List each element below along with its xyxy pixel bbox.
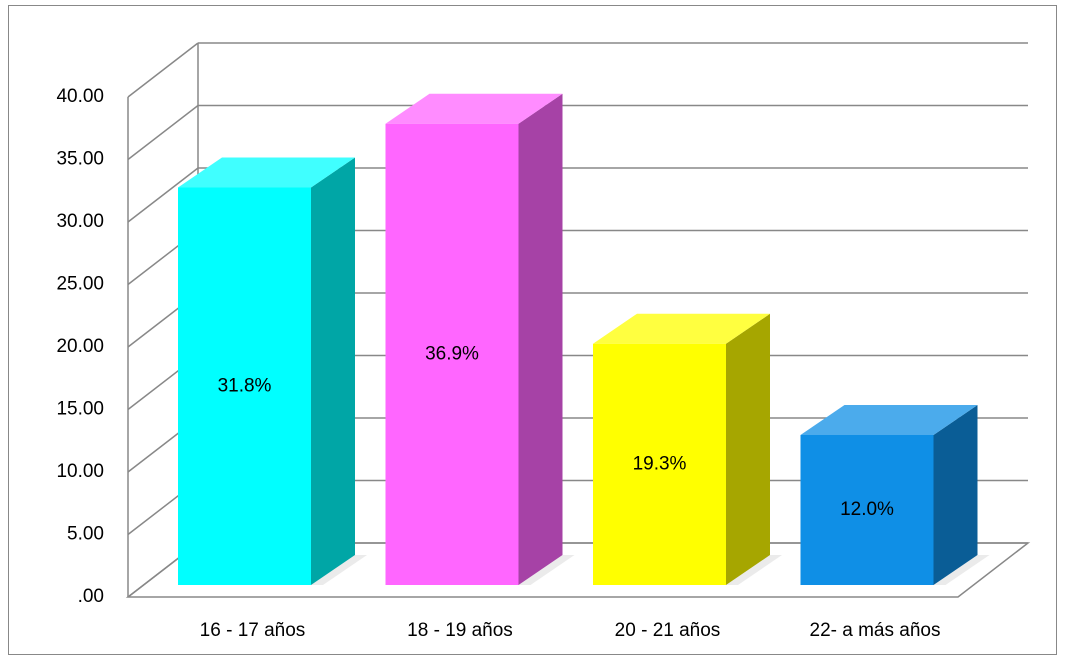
y-tick-label: 30.00 <box>56 211 104 232</box>
bar-side <box>311 157 355 585</box>
bar-side <box>726 313 770 585</box>
bar-top <box>178 157 355 188</box>
side-grid-line <box>127 42 199 98</box>
y-tick-label: 25.00 <box>56 274 104 295</box>
bar-shadow <box>518 555 575 585</box>
x-tick-label: 22- a más años <box>810 620 941 641</box>
bar-shadow <box>933 555 990 585</box>
value-label: 19.3% <box>633 453 687 474</box>
bar-side <box>933 405 978 585</box>
y-tick-label: 10.00 <box>56 461 104 482</box>
bar-top <box>385 93 563 124</box>
y-tick-label: .00 <box>78 586 104 607</box>
bar <box>800 435 934 585</box>
y-tick-label: 35.00 <box>56 149 104 170</box>
side-grid-line <box>127 167 199 223</box>
bar-shadow <box>311 555 367 585</box>
x-tick-label: 20 - 21 años <box>615 620 721 641</box>
side-grid-line <box>127 104 199 161</box>
bar-side <box>518 93 563 585</box>
bar-top <box>800 405 978 435</box>
y-tick-label: 40.00 <box>56 86 104 107</box>
x-tick-label: 16 - 17 años <box>200 620 306 641</box>
value-label: 36.9% <box>425 343 479 364</box>
x-tick-label: 18 - 19 años <box>407 620 513 641</box>
bar <box>385 123 519 585</box>
y-tick-label: 20.00 <box>56 336 104 357</box>
bar-top <box>593 313 770 344</box>
value-label: 31.8% <box>218 375 272 396</box>
bar <box>178 187 311 585</box>
bar-shadow <box>726 555 782 585</box>
y-tick-label: 15.00 <box>56 399 104 420</box>
bar <box>593 343 726 585</box>
value-label: 12.0% <box>840 499 894 520</box>
y-tick-label: 5.00 <box>67 524 104 545</box>
